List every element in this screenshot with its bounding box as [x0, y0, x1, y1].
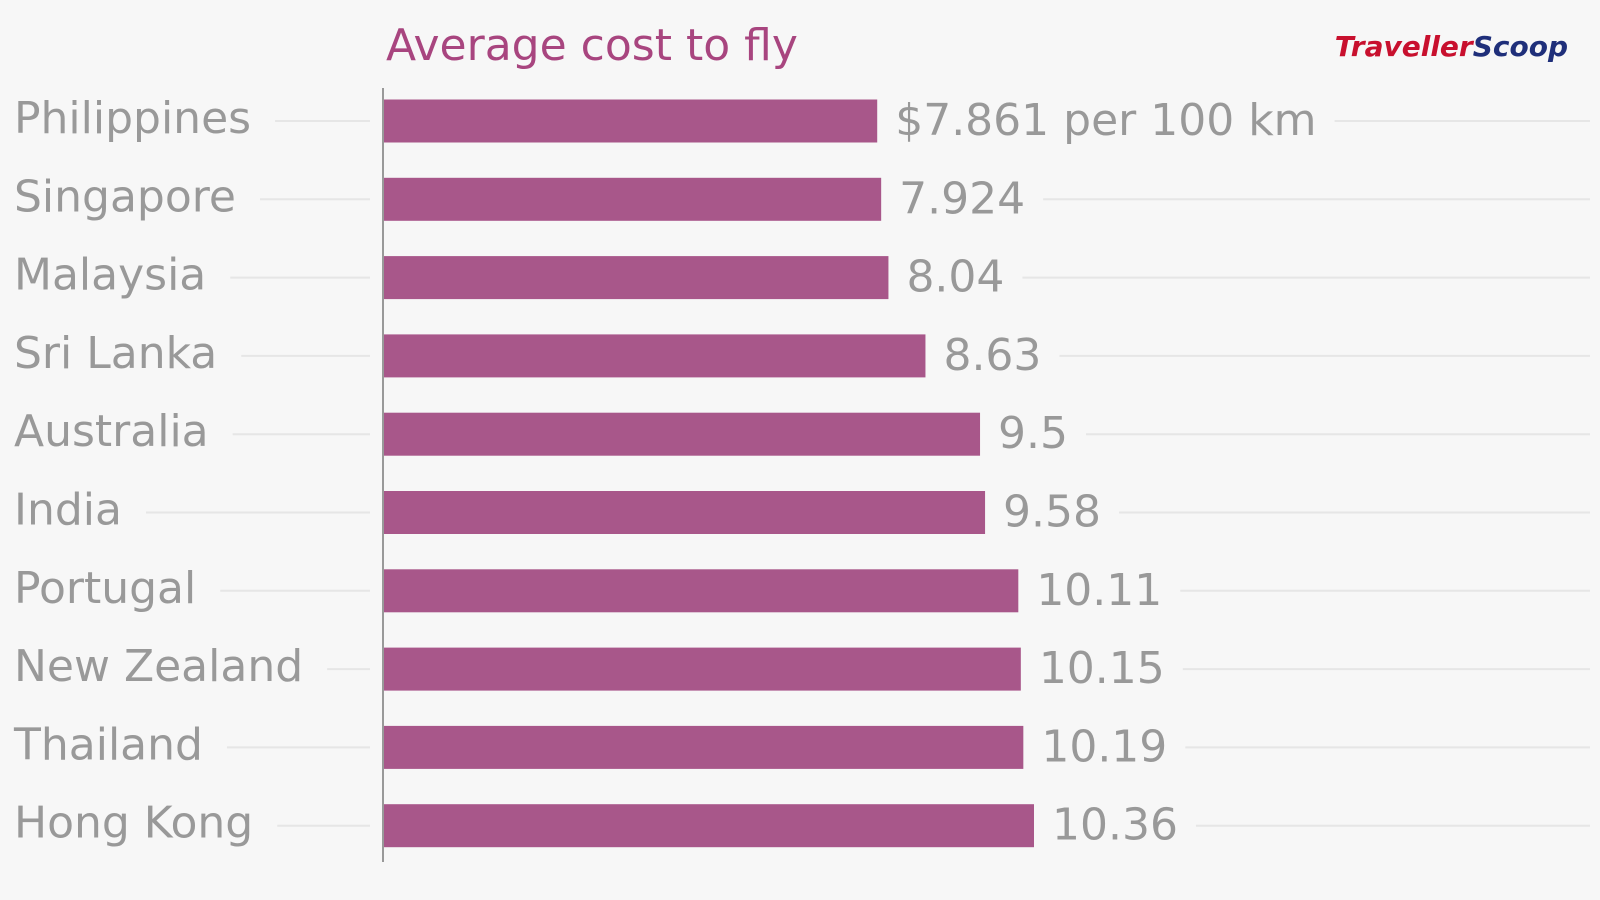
bar — [384, 177, 882, 221]
logo-part: Scoop — [1473, 30, 1568, 63]
value-label: 9.58 — [1003, 487, 1101, 538]
bar — [384, 256, 889, 300]
y-tick-label: Singapore — [14, 171, 236, 222]
y-tick-label: Philippines — [14, 93, 251, 144]
bar — [384, 804, 1034, 848]
bar — [384, 412, 981, 456]
y-tick-label: Malaysia — [14, 250, 206, 301]
y-tick-label: Thailand — [13, 719, 203, 770]
value-label: 7.924 — [899, 173, 1025, 224]
y-tick-label: India — [14, 485, 122, 536]
value-label: $7.861 per 100 km — [895, 95, 1316, 146]
value-label: 10.15 — [1039, 643, 1165, 694]
y-tick-label: Sri Lanka — [14, 328, 217, 379]
logo: TravellerScoop — [1335, 30, 1568, 63]
y-tick-label: Hong Kong — [14, 798, 253, 849]
bar — [384, 647, 1021, 691]
y-tick-label: New Zealand — [14, 641, 303, 692]
value-label: 10.19 — [1041, 721, 1167, 772]
bar — [384, 569, 1019, 613]
chart-title: Average cost to fly — [386, 20, 798, 71]
value-label: 10.36 — [1052, 800, 1178, 851]
value-label: 8.04 — [906, 252, 1004, 303]
bar — [384, 491, 986, 534]
value-label: 9.5 — [998, 408, 1068, 459]
bar — [384, 99, 878, 143]
value-label: 8.63 — [943, 330, 1041, 381]
bar — [384, 725, 1024, 769]
bar — [384, 334, 926, 378]
value-label: 10.11 — [1036, 565, 1162, 616]
grid — [145, 120, 1590, 827]
logo-part: Traveller — [1335, 30, 1475, 63]
y-tick-label: Portugal — [14, 563, 196, 614]
plot: Philippines $7.861 per 100 km Singapore 7.9… — [13, 93, 1317, 851]
y-tick-label: Australia — [14, 406, 209, 457]
